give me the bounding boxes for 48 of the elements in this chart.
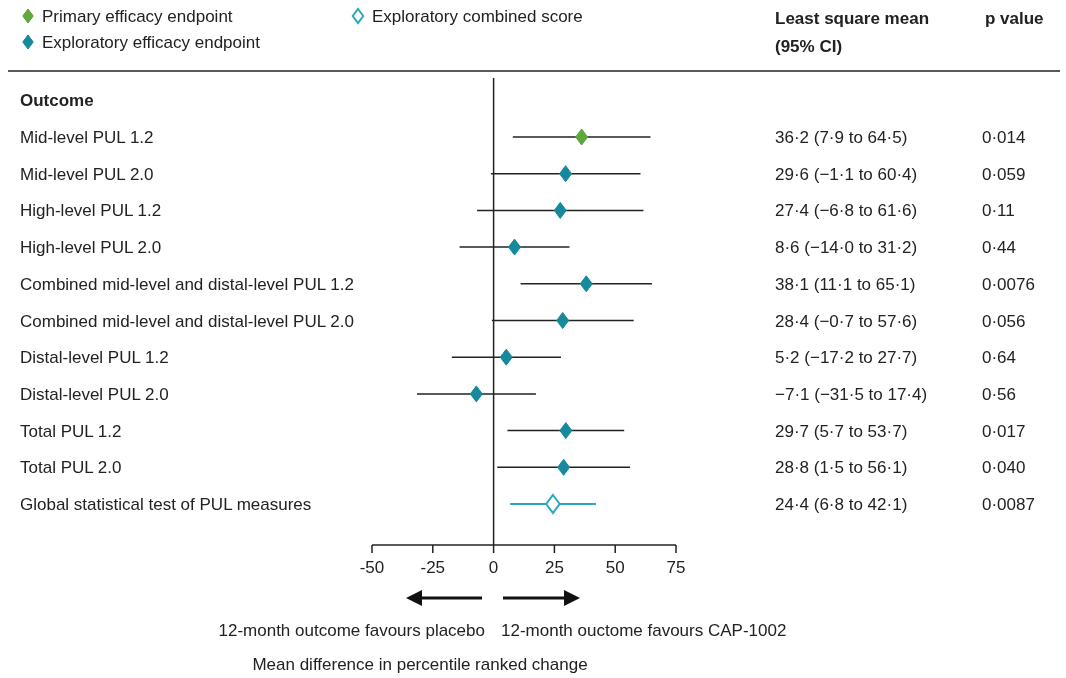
text: 0·56 — [982, 384, 1017, 404]
x-tick-label: 25 — [544, 558, 564, 577]
x-tick-label: -25 — [420, 558, 446, 577]
text: 36·2 (7·9 to 64·5) — [775, 128, 908, 147]
text: 29·7 (5·7 to 53·7) — [775, 421, 908, 441]
legend-label: Primary efficacy endpoint — [42, 7, 233, 26]
text: 0·040 — [982, 458, 1026, 478]
text: 28·8 (1·5 to 56·1) — [775, 458, 908, 478]
y-tick-label: Total PUL 1.2 — [20, 421, 122, 441]
text: Least square mean (95% CI) — [775, 9, 930, 56]
y-tick-label: High-level PUL 1.2 — [20, 201, 162, 221]
y-tick-label: Mid-level PUL 1.2 — [20, 128, 154, 147]
y-tick-label: Mid-level PUL 2.0 — [20, 164, 154, 184]
text: 24·4 (6·8 to 42·1) — [775, 495, 908, 514]
y-tick-label: Combined mid-level and distal-level PUL 2.0 — [20, 311, 354, 331]
text: 0·0087 — [982, 495, 1035, 514]
text: 27·4 (−6·8 to 61·6) — [775, 201, 918, 221]
text: 12-month ouctome favours CAP-1002 — [501, 621, 787, 640]
text: 0·059 — [982, 164, 1026, 184]
legend-label: Exploratory efficacy endpoint — [42, 33, 261, 52]
text: 0·0076 — [982, 274, 1035, 294]
x-tick-label: -50 — [359, 558, 385, 577]
text: 5·2 (−17·2 to 27·7) — [775, 348, 918, 368]
text: 0·11 — [982, 201, 1015, 221]
x-tick-label: 75 — [666, 558, 686, 577]
text: 0·056 — [982, 311, 1026, 331]
y-tick-label: Total PUL 2.0 — [20, 458, 122, 478]
y-tick-label: High-level PUL 2.0 — [20, 238, 162, 258]
legend-label: Exploratory combined score — [372, 7, 583, 26]
text: 38·1 (11·1 to 65·1) — [775, 274, 916, 294]
text: 0·64 — [982, 348, 1017, 368]
text: −7·1 (−31·5 to 17·4) — [775, 384, 928, 404]
x-tick-label: 50 — [605, 558, 625, 577]
text: 28·4 (−0·7 to 57·6) — [775, 311, 918, 331]
text: 8·6 (−14·0 to 31·2) — [775, 238, 918, 258]
x-tick-label: 0 — [488, 558, 499, 577]
text: 12-month outcome favours placebo — [218, 621, 485, 640]
y-axis-title: Outcome — [20, 91, 94, 110]
y-tick-label: Global statistical test of PUL measures — [20, 495, 312, 514]
text: 0·44 — [982, 238, 1017, 258]
text: 0·017 — [982, 421, 1026, 441]
text: 29·6 (−1·1 to 60·4) — [775, 164, 918, 184]
x-axis-title: Mean difference in percentile ranked change — [252, 655, 588, 674]
y-tick-label: Distal-level PUL 2.0 — [20, 384, 169, 404]
text: p value — [985, 9, 1044, 28]
y-tick-label: Distal-level PUL 1.2 — [20, 348, 169, 368]
y-tick-label: Combined mid-level and distal-level PUL 1.2 — [20, 274, 354, 294]
text: 0·014 — [982, 128, 1026, 147]
